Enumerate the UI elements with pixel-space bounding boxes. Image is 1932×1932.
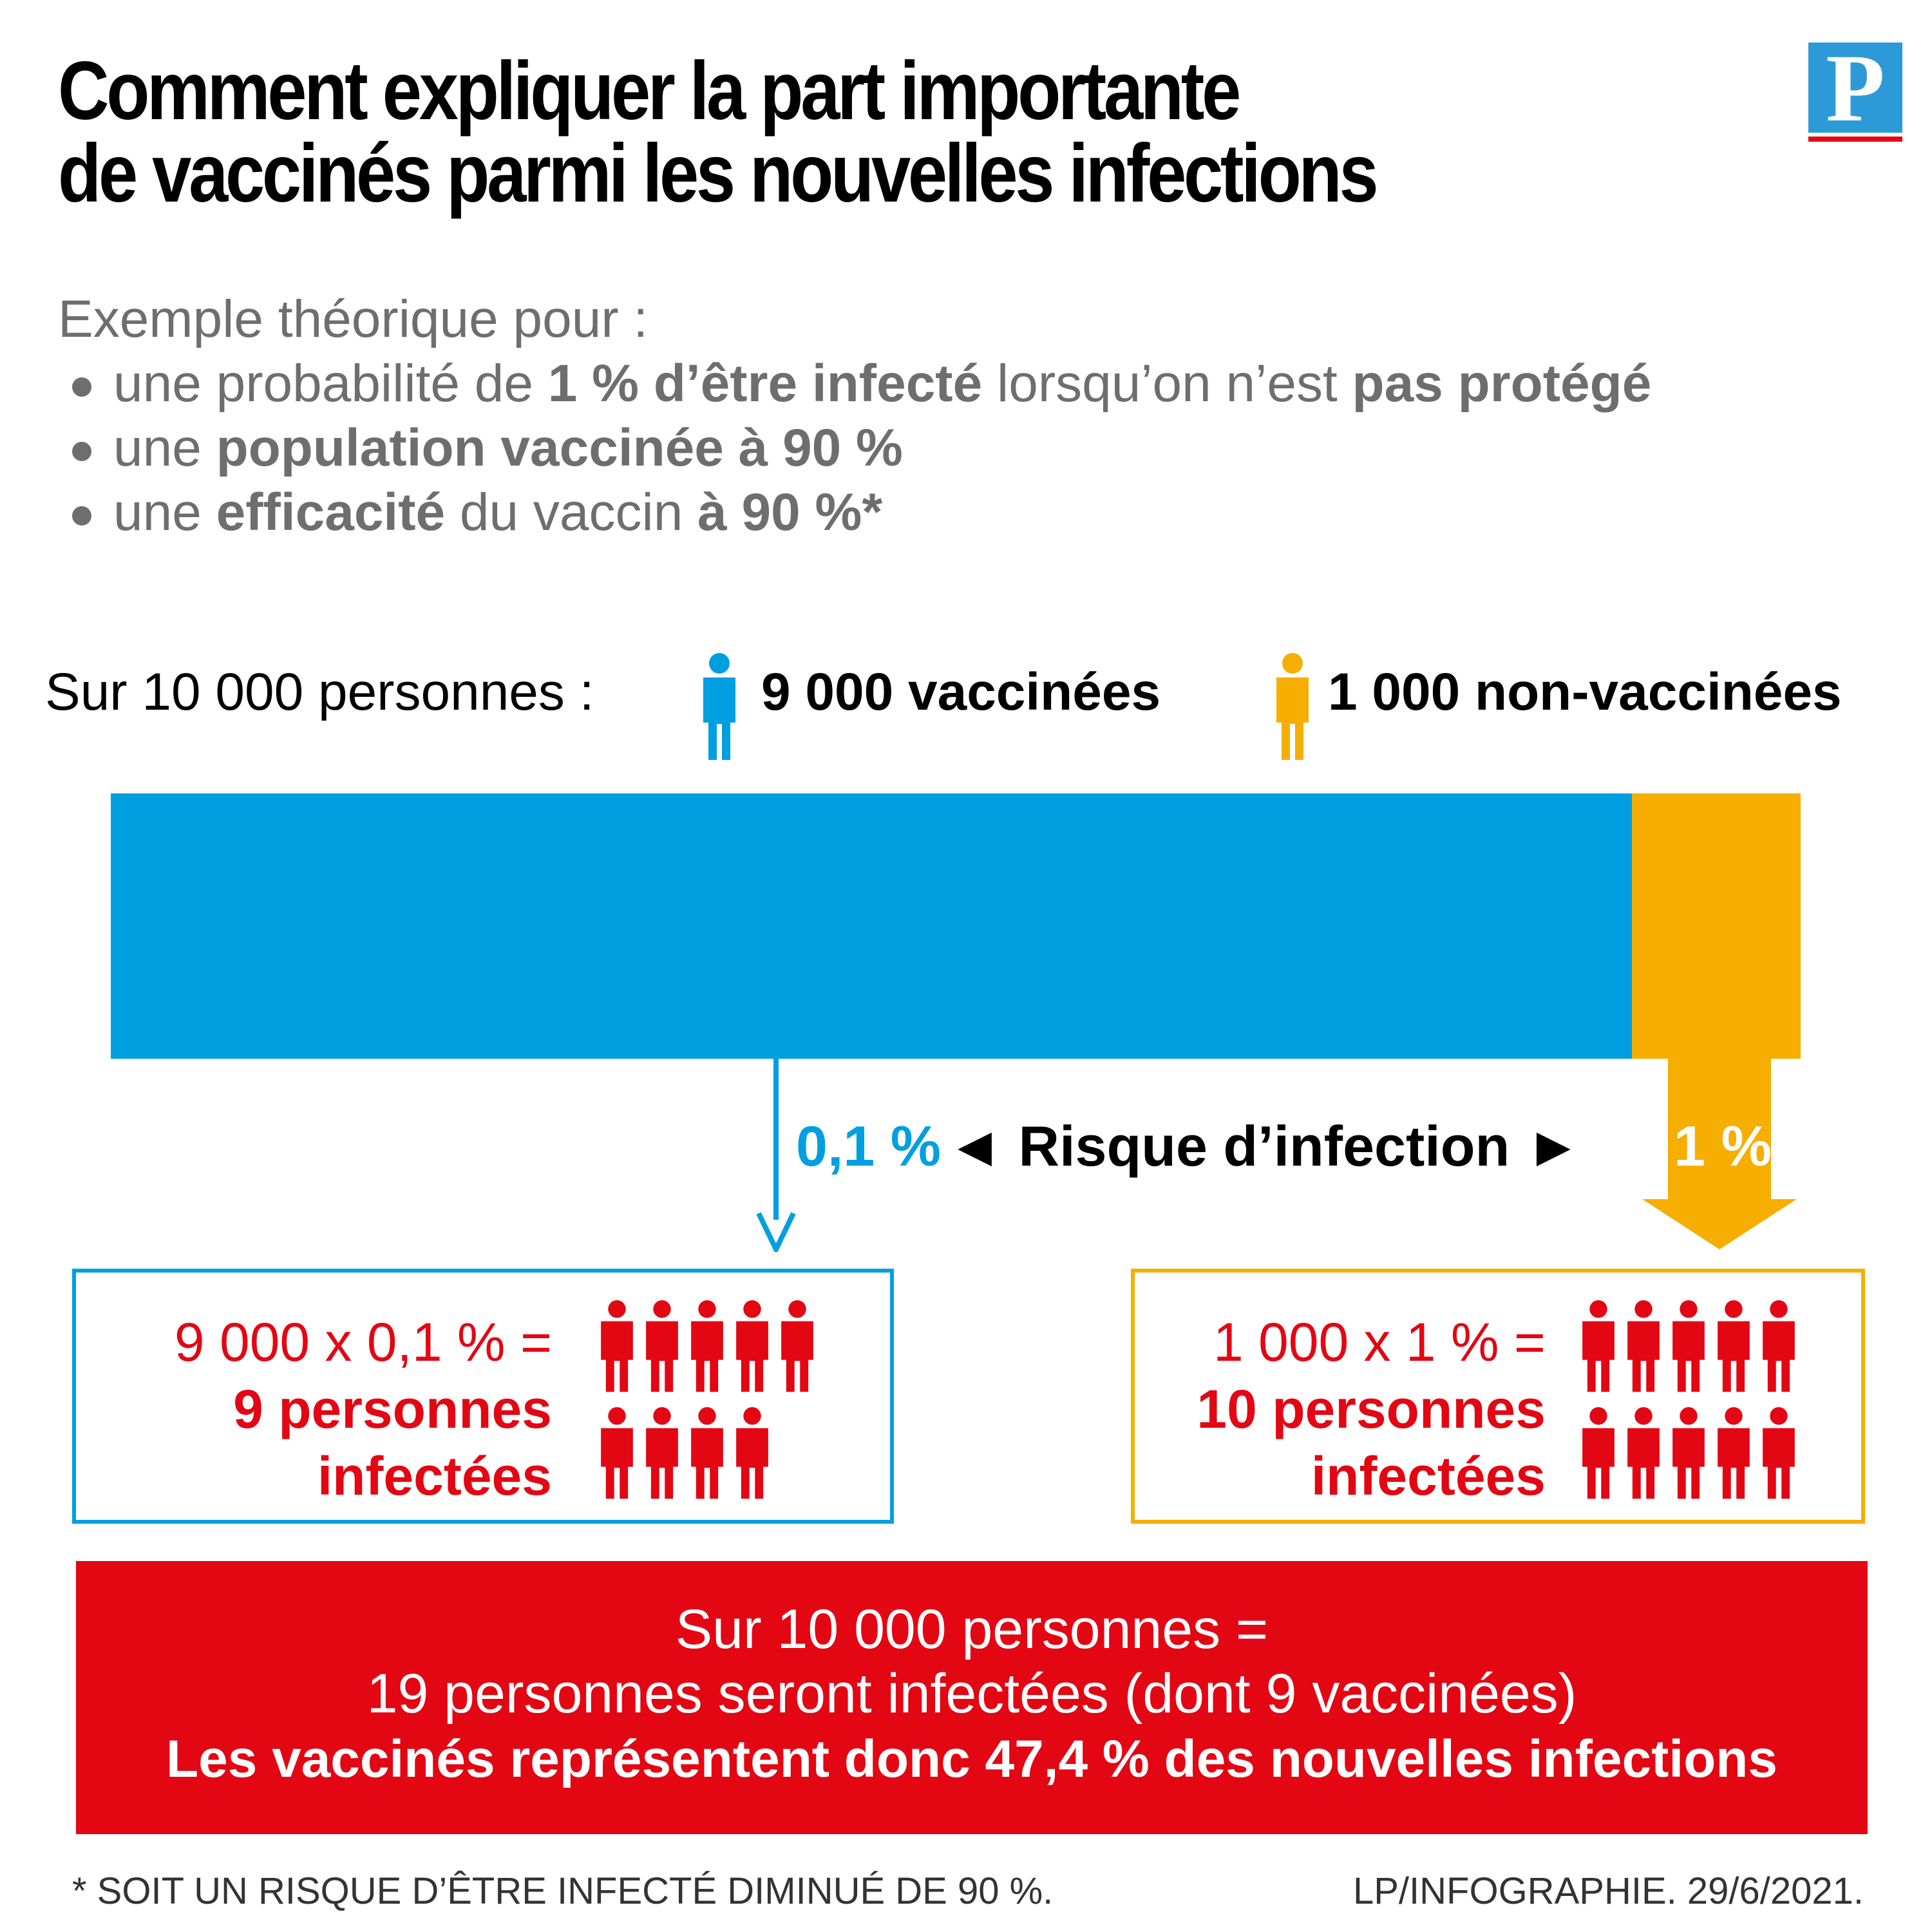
risk-vaccinated: 0,1 % (796, 1114, 942, 1178)
legend-unvaccinated: 1 000 non-vaccinées (1328, 663, 1842, 721)
legend-row: Sur 10 000 personnes : 9 000 vaccinées 1… (45, 650, 1913, 760)
logo-underline (1808, 137, 1902, 142)
infected-icons-unvaccinated (1579, 1298, 1824, 1517)
arrow-unvaccinated-icon (1642, 1059, 1797, 1249)
bullet-2-bold: population vaccinée à 90 % (216, 419, 903, 477)
calc-formula: 9 000 x 0,1 % = (174, 1312, 552, 1372)
summary-banner: Sur 10 000 personnes = 19 personnes sero… (76, 1561, 1868, 1834)
summary-line-1: Sur 10 000 personnes = (675, 1598, 1269, 1660)
title-line-2: de vaccinés parmi les nouvelles infectio… (58, 128, 1379, 220)
bullet-2-text: une (113, 419, 216, 477)
calc-unvaccinated: 1 000 x 1 % = 10 personnes infectées (1197, 1309, 1546, 1510)
page-title: Comment expliquer la part importante de … (58, 50, 1520, 215)
bullet-3-text: une (113, 483, 216, 542)
bar-unvaccinated (1632, 793, 1801, 1059)
infected-person-icon (646, 1407, 678, 1499)
calc-vaccinated: 9 000 x 0,1 % = 9 personnes infectées (175, 1309, 552, 1510)
risk-label: ◄ Risque d’infection ► (947, 1114, 1582, 1178)
calc-infected: infectées (1311, 1446, 1546, 1506)
bullet-3-bold-2: à 90 %* (697, 483, 883, 542)
logo-letter: P (1826, 35, 1885, 142)
infected-person-icon (1582, 1300, 1615, 1392)
infected-person-icon (601, 1300, 633, 1392)
arrow-vaccinated-icon (756, 1059, 796, 1252)
bullet-1-mid: lorsqu’on n’est (982, 354, 1352, 413)
credit: LP/INFOGRAPHIE. 29/6/2021. (1352, 1870, 1864, 1912)
calc-infected: infectées (317, 1446, 552, 1506)
infected-person-icon (1627, 1407, 1660, 1499)
infected-person-icon (691, 1300, 723, 1392)
person-icon-vaccinated (703, 653, 735, 760)
bar-vaccinated (111, 793, 1632, 1059)
bullet-dot-icon (72, 442, 91, 462)
result-box-vaccinated: 9 000 x 0,1 % = 9 personnes infectées (72, 1269, 894, 1524)
bullet-3-bold: efficacité (216, 483, 446, 542)
calc-count: 9 personnes (233, 1379, 552, 1439)
intro-block: Exemple théorique pour : une probabilité… (58, 287, 1651, 545)
infected-person-icon (691, 1407, 723, 1499)
intro-bullet-3: une efficacité du vaccin à 90 %* (58, 480, 1651, 545)
bullet-dot-icon (72, 377, 91, 397)
title-line-1: Comment expliquer la part importante (58, 45, 1241, 137)
infected-person-icon (646, 1300, 678, 1392)
legend-vaccinated: 9 000 vaccinées (761, 663, 1161, 721)
result-box-unvaccinated: 1 000 x 1 % = 10 personnes infectées (1131, 1269, 1865, 1524)
summary-line-2: 19 personnes seront infectées (dont 9 va… (366, 1663, 1577, 1725)
le-parisien-logo: P (1808, 40, 1902, 142)
bullet-1-bold: 1 % d’être infecté (547, 354, 983, 413)
intro-bullet-2: une population vaccinée à 90 % (58, 416, 1651, 480)
bullet-1-bold-2: pas protégé (1352, 354, 1652, 413)
infected-person-icon (1763, 1407, 1795, 1499)
calc-formula: 1 000 x 1 % = (1213, 1312, 1546, 1372)
infected-person-icon (1718, 1300, 1750, 1392)
intro-lead: Exemple théorique pour : (58, 290, 649, 348)
bullet-1-text: une probabilité de (113, 354, 548, 413)
risk-unvaccinated: 1 % (1674, 1114, 1772, 1178)
infected-icons-vaccinated (598, 1298, 842, 1517)
infected-person-icon (1763, 1300, 1795, 1392)
summary-line-3: Les vaccinés représentent donc 47,4 % de… (166, 1730, 1777, 1788)
infected-person-icon (601, 1407, 633, 1499)
footnote: * SOIT UN RISQUE D’ÊTRE INFECTÉ DIMINUÉ … (72, 1870, 1054, 1912)
bullet-dot-icon (72, 506, 91, 526)
person-icon-unvaccinated (1276, 653, 1309, 760)
legend-lead: Sur 10 000 personnes : (45, 663, 594, 721)
intro-bullet-1: une probabilité de 1 % d’être infecté lo… (58, 352, 1651, 416)
infected-person-icon (1672, 1407, 1705, 1499)
calc-count: 10 personnes (1197, 1379, 1546, 1439)
infected-person-icon (1718, 1407, 1750, 1499)
infected-person-icon (781, 1300, 813, 1392)
infected-person-icon (736, 1407, 768, 1499)
infected-person-icon (1672, 1300, 1705, 1392)
infected-person-icon (736, 1300, 768, 1392)
infected-person-icon (1627, 1300, 1660, 1392)
infected-person-icon (1582, 1407, 1615, 1499)
bullet-3-mid: du vaccin (445, 483, 698, 542)
